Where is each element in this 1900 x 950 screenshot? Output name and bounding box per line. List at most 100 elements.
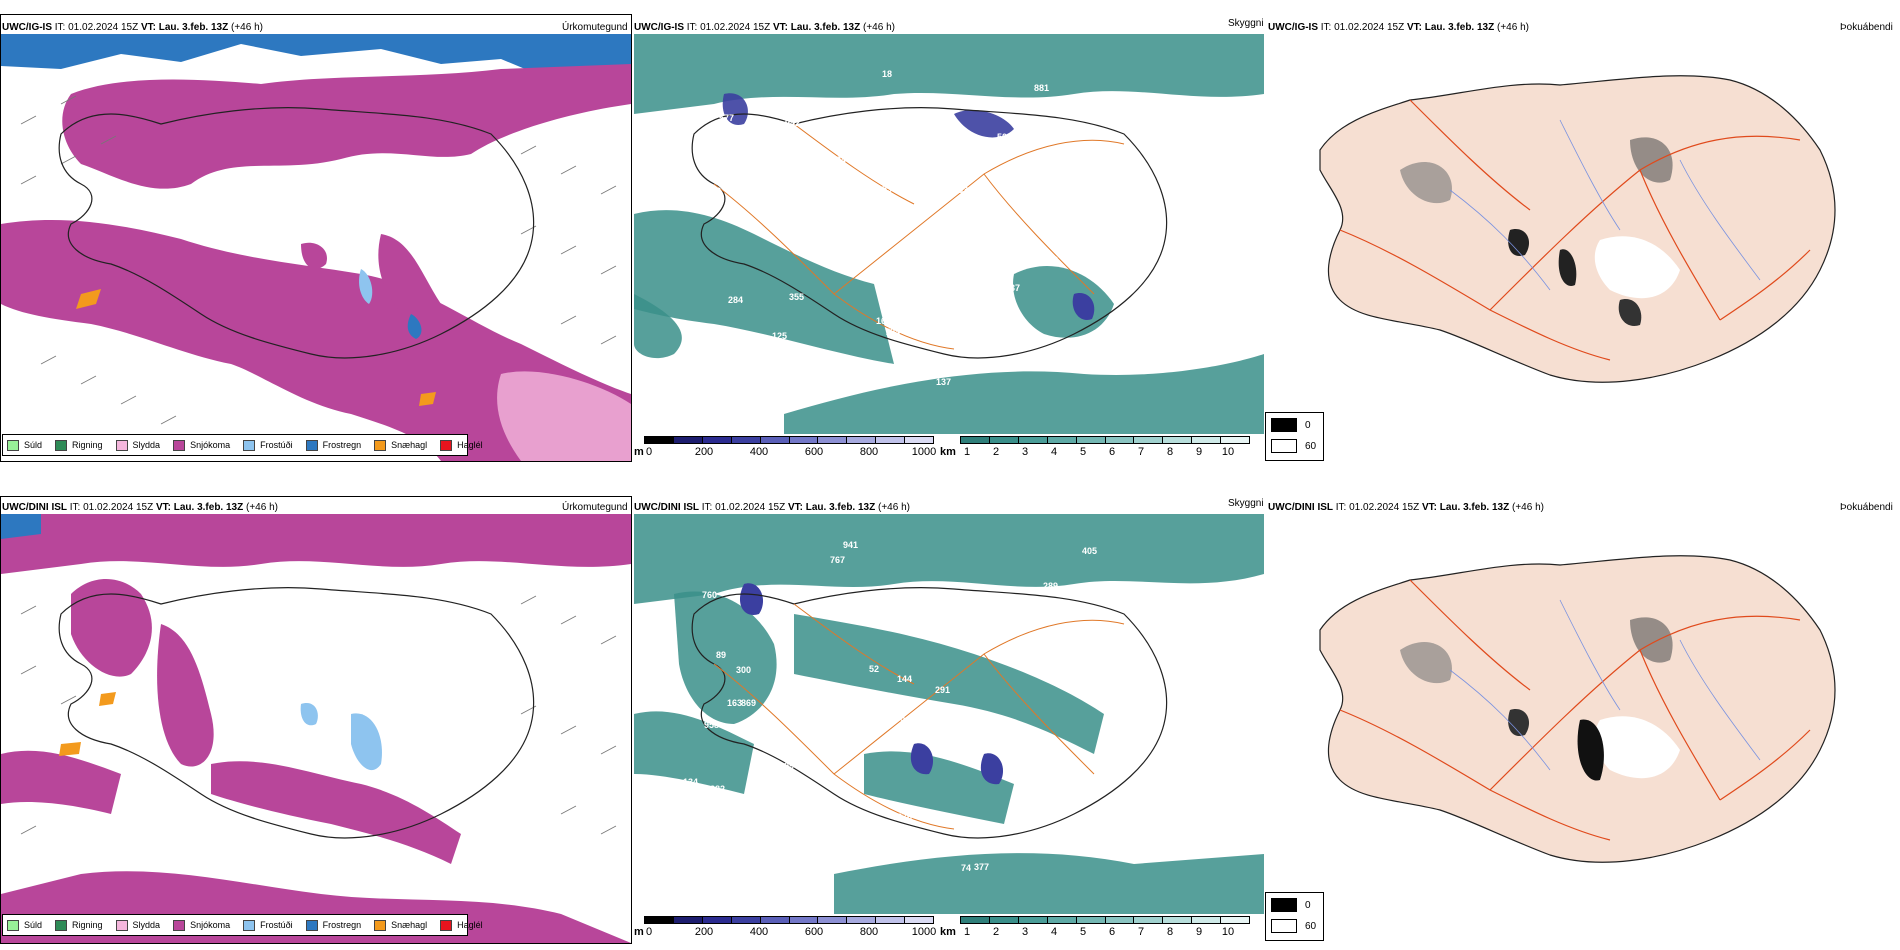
panel-title-dini-precip: UWC/DINI ISL IT: 01.02.2024 15Z VT: Lau.… <box>2 502 278 513</box>
visibility-value-label: 102 <box>977 601 992 611</box>
scale-km-unit: km <box>940 446 956 458</box>
visibility-value-label: 125 <box>772 331 787 341</box>
visibility-value-label: 255 <box>876 203 891 213</box>
map-ig-fog <box>1319 75 1836 383</box>
visibility-value-label: 869 <box>741 698 756 708</box>
visibility-value-label: 686 <box>962 172 977 182</box>
scale-m-tick: 400 <box>749 446 769 458</box>
scale-km-tick: 10 <box>1221 926 1235 938</box>
visibility-value-label: 134 <box>683 777 698 787</box>
fog-legend-ig: 0 60 <box>1265 412 1324 461</box>
scale-km-tick: 5 <box>1079 446 1087 458</box>
visibility-value-label: 13 <box>711 186 721 196</box>
swatch-snaehagl <box>374 439 387 451</box>
visibility-value-label: 163 <box>727 698 742 708</box>
map-dini-visibility: 941 289 22 965 999 869 760 948 958 90 291 280 767 101… <box>634 514 1264 914</box>
legend-item-frostregn: Frostregn <box>305 439 361 451</box>
scale-km-unit: km <box>940 926 956 938</box>
visibility-value-label: 241 <box>1145 102 1160 112</box>
legend-item-slydda: Slydda <box>115 439 160 451</box>
panel-corner-ig-fog: Þokuábendi <box>1840 22 1893 33</box>
scale-km-tick: 2 <box>992 926 1000 938</box>
panel-corner-ig-precip: Úrkomutegund <box>562 22 628 33</box>
legend-item-haglel: Haglél <box>440 439 483 451</box>
scale-km-tick: 9 <box>1195 446 1203 458</box>
map-ig-visibility: 285 13 241 944 506 63 530 359 284 334 137 125 410 686… <box>634 34 1264 434</box>
scale-km-tick: 6 <box>1108 926 1116 938</box>
visibility-value-label: 137 <box>689 345 704 355</box>
legend-item-frostudi: Frostúði <box>243 919 293 931</box>
scale-km-tick: 7 <box>1137 446 1145 458</box>
visibility-value-label: 285 <box>1136 360 1151 370</box>
scale-km-tick: 9 <box>1195 926 1203 938</box>
scale-m-unit: m <box>634 926 644 938</box>
visibility-value-label: 97 <box>1130 323 1140 333</box>
legend-item-frostudi: Frostúði <box>243 439 293 451</box>
swatch-haglel <box>440 919 453 931</box>
visibility-value-label: 31 <box>1002 253 1012 263</box>
visibility-value-label: 881 <box>1034 83 1049 93</box>
visibility-value-label: 183 <box>953 185 968 195</box>
scale-km-tick: 3 <box>1021 446 1029 458</box>
legend-item-snjokoma: Snjókoma <box>173 919 230 931</box>
visibility-value-label: 556 <box>882 184 897 194</box>
visibility-value-label: 63 <box>737 365 747 375</box>
visibility-value-label: 130 <box>1137 671 1152 681</box>
scale-km-tick: 7 <box>1137 926 1145 938</box>
scale-km-ig: km 1 2 3 4 5 6 7 8 9 10 <box>940 436 1260 462</box>
visibility-value-label: 948 <box>1034 616 1049 626</box>
swatch-frostudi <box>243 439 256 451</box>
swatch-frostregn <box>305 919 318 931</box>
map-ig-precip <box>1 34 631 461</box>
scale-m-bar <box>644 436 934 444</box>
visibility-value-label: 280 <box>719 848 734 858</box>
panel-title-dini-fog: UWC/DINI ISL IT: 01.02.2024 15Z VT: Lau.… <box>1268 502 1544 513</box>
fog-swatch-dark <box>1271 898 1297 912</box>
fog-swatch-light <box>1271 919 1297 933</box>
scale-km-tick: 2 <box>992 446 1000 458</box>
fog-swatch-dark <box>1271 418 1297 432</box>
panel-title-ig-fog: UWC/IG-IS IT: 01.02.2024 15Z VT: Lau. 3.… <box>1268 22 1529 33</box>
panel-title-ig-vis: UWC/IG-IS IT: 01.02.2024 15Z VT: Lau. 3.… <box>634 22 895 33</box>
visibility-value-label: 965 <box>890 713 905 723</box>
panel-corner-dini-precip: Úrkomutegund <box>562 502 628 513</box>
visibility-value-label: 18 <box>882 69 892 79</box>
legend-item-sudl: Súld <box>7 439 42 451</box>
precip-legend-dini: Súld Rigning Slydda Snjókoma Frostúði Fr… <box>2 914 483 936</box>
panel-title-dini-vis: UWC/DINI ISL IT: 01.02.2024 15Z VT: Lau.… <box>634 502 910 513</box>
visibility-value-label: 74 <box>961 863 971 873</box>
panel-title-ig-precip: UWC/IG-IS IT: 01.02.2024 15Z VT: Lau. 3.… <box>2 22 263 33</box>
visibility-value-label: 961 <box>760 169 775 179</box>
visibility-value-label: 405 <box>1082 546 1097 556</box>
visibility-value-label: 168 <box>876 316 891 326</box>
scale-m-tick: 800 <box>859 446 879 458</box>
legend-item-rigning: Rigning <box>55 439 103 451</box>
scale-m-tick: 400 <box>749 926 769 938</box>
scale-m-bar <box>644 916 934 924</box>
visibility-value-label: 89 <box>716 650 726 660</box>
scale-km-dini: km 1 2 3 4 5 6 7 8 9 10 <box>940 916 1260 942</box>
panel-corner-dini-fog: Þokuábendi <box>1840 502 1893 513</box>
scale-km-bar <box>960 436 1250 444</box>
scale-m-tick: 200 <box>694 446 714 458</box>
visibility-value-label: 52 <box>869 664 879 674</box>
visibility-value-label: 49 <box>816 157 826 167</box>
legend-item-slydda: Slydda <box>115 919 160 931</box>
swatch-rigning <box>55 919 68 931</box>
visibility-value-label: 946 <box>1100 815 1115 825</box>
scale-m-tick: 0 <box>645 926 653 938</box>
visibility-value-label: 56 <box>1189 775 1199 785</box>
scale-km-tick: 10 <box>1221 446 1235 458</box>
scale-km-tick: 6 <box>1108 446 1116 458</box>
swatch-snaehagl <box>374 919 387 931</box>
visibility-value-label: 882 <box>710 784 725 794</box>
visibility-value-label: 22 <box>1179 674 1189 684</box>
legend-item-haglel: Haglél <box>440 919 483 931</box>
scale-m-tick: 600 <box>804 446 824 458</box>
visibility-value-label: 958 <box>704 720 719 730</box>
visibility-value-label: 90 <box>971 611 981 621</box>
visibility-value-label: 197 <box>1186 671 1201 681</box>
legend-item-snjokoma: Snjókoma <box>173 439 230 451</box>
scale-km-tick: 1 <box>963 926 971 938</box>
swatch-sudl <box>7 439 19 451</box>
